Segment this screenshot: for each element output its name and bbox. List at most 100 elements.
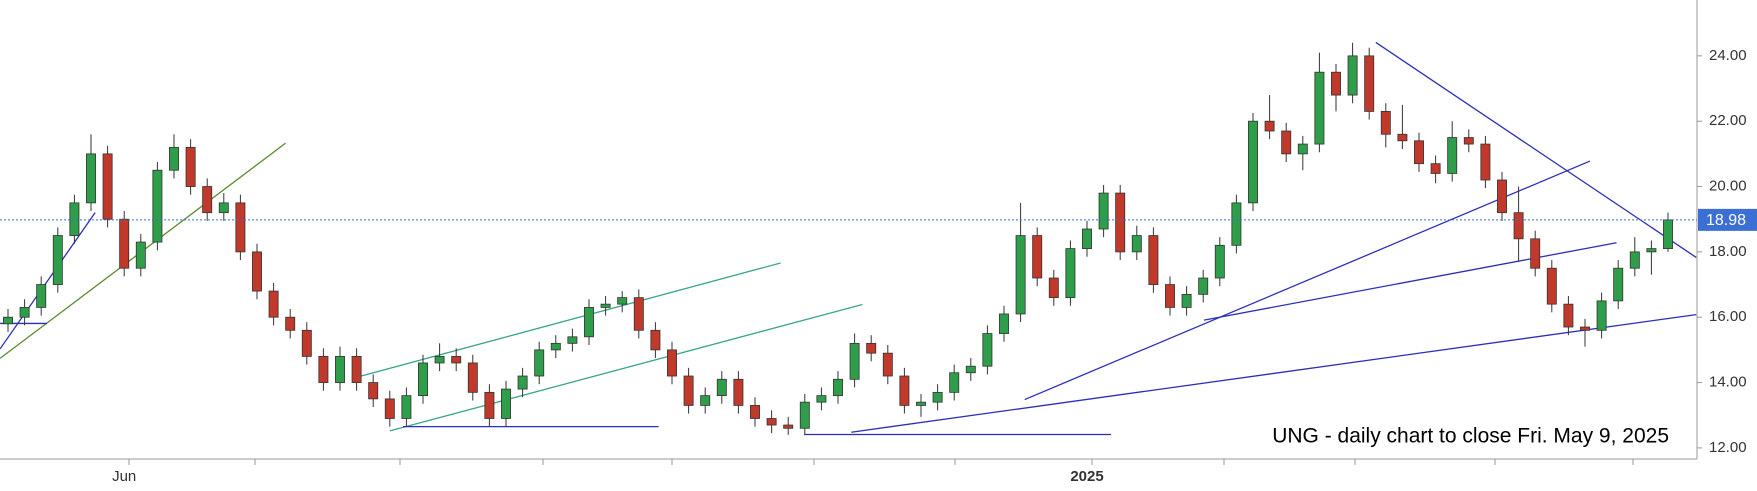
candle-body [102, 153, 113, 220]
candle-body [949, 372, 960, 393]
candle-body [1480, 143, 1491, 181]
candle-body [1563, 303, 1574, 328]
candle-body [202, 186, 213, 214]
candle-body [451, 356, 462, 364]
candle-body [135, 241, 146, 269]
candle-body [1015, 235, 1026, 315]
candle-body [1165, 284, 1175, 308]
annotation: UNG - daily chart to close Fri. May 9, 2… [1272, 425, 1669, 448]
candle-body [700, 395, 711, 406]
candle-body [318, 356, 329, 383]
candle-body [1082, 228, 1092, 250]
candle-body [252, 251, 262, 292]
y-tick-label: 18.00 [1709, 243, 1747, 260]
candle-body [501, 388, 511, 419]
candle-body [301, 329, 312, 357]
trend-line [352, 262, 781, 379]
candle-body [467, 362, 478, 393]
plot-area [0, 41, 1697, 436]
candle-body [1364, 55, 1375, 112]
candle-body [335, 356, 345, 383]
candle-body [1513, 212, 1524, 240]
candle-body [1430, 163, 1441, 174]
candle-body [667, 349, 677, 377]
y-tick-label: 16.00 [1709, 308, 1747, 325]
candle-body [1214, 244, 1225, 279]
candle-body [766, 418, 777, 426]
candle-body [1098, 192, 1109, 230]
candle-body [999, 313, 1009, 334]
candle-body [650, 329, 661, 351]
trend-line [389, 303, 863, 432]
candle-body [1596, 300, 1607, 331]
candle-body [550, 342, 561, 351]
candle-body [1131, 235, 1142, 253]
candle-body [1613, 267, 1624, 302]
candle-body [1629, 251, 1640, 269]
candle-body [584, 307, 594, 338]
candle-body [617, 297, 628, 305]
candle-body [401, 395, 412, 419]
candle-body [1115, 192, 1126, 253]
candle-body [849, 342, 860, 380]
candle-body [1314, 71, 1325, 145]
y-tick-label: 22.00 [1709, 112, 1747, 129]
candle-body [567, 336, 578, 344]
candle-body [69, 202, 80, 236]
candle-body [1646, 248, 1657, 253]
candle-body [1414, 140, 1424, 165]
candle-body [368, 382, 379, 400]
candle-body [899, 375, 910, 406]
candle-body [1181, 293, 1192, 308]
candle-body [268, 290, 279, 318]
candle-body [19, 307, 30, 318]
candle-body [235, 202, 246, 253]
candle-body [1032, 235, 1043, 279]
candle-body [1397, 133, 1408, 142]
candle-body [1264, 120, 1275, 132]
x-tick-label: Jun [112, 468, 136, 485]
candle-body [1463, 137, 1474, 145]
candle-body [517, 375, 528, 390]
candle-body [418, 362, 428, 397]
candle-body [932, 391, 943, 403]
candle-body [484, 391, 495, 419]
candle-body [1198, 277, 1209, 295]
candle-body [152, 169, 163, 243]
candle-body [285, 316, 296, 331]
y-tick-label: 20.00 [1709, 178, 1747, 195]
candle-body [683, 375, 694, 406]
candle-body [1530, 238, 1541, 269]
candle-body [434, 356, 445, 364]
candle-body [600, 303, 611, 308]
candle-body [86, 153, 96, 204]
candle-body [816, 395, 827, 403]
candle-body [351, 356, 362, 383]
month-ticks [128, 459, 1634, 465]
candle-body [1248, 120, 1258, 204]
candle-body [1580, 326, 1590, 331]
candle-body [1331, 71, 1341, 96]
candle-body [218, 202, 229, 214]
candle-body [185, 146, 196, 187]
y-tick-label: 24.00 [1709, 47, 1747, 64]
candle-body [3, 316, 13, 325]
candle-body [1281, 130, 1292, 155]
candle-body [534, 349, 545, 377]
candle-body [750, 405, 760, 419]
x-tick-label: 2025 [1070, 468, 1103, 485]
trend-line [1203, 242, 1617, 321]
candle-body [119, 218, 130, 269]
candle-body [1380, 111, 1391, 135]
candle-body [1148, 235, 1159, 285]
candle-body [169, 146, 179, 171]
candle-body [1347, 55, 1358, 96]
y-tick-label: 14.00 [1709, 374, 1747, 391]
candle-body [965, 365, 976, 374]
candle-body [882, 352, 893, 377]
candle-body [1663, 219, 1673, 250]
candle-body [52, 235, 63, 285]
trend-line [851, 313, 1697, 433]
